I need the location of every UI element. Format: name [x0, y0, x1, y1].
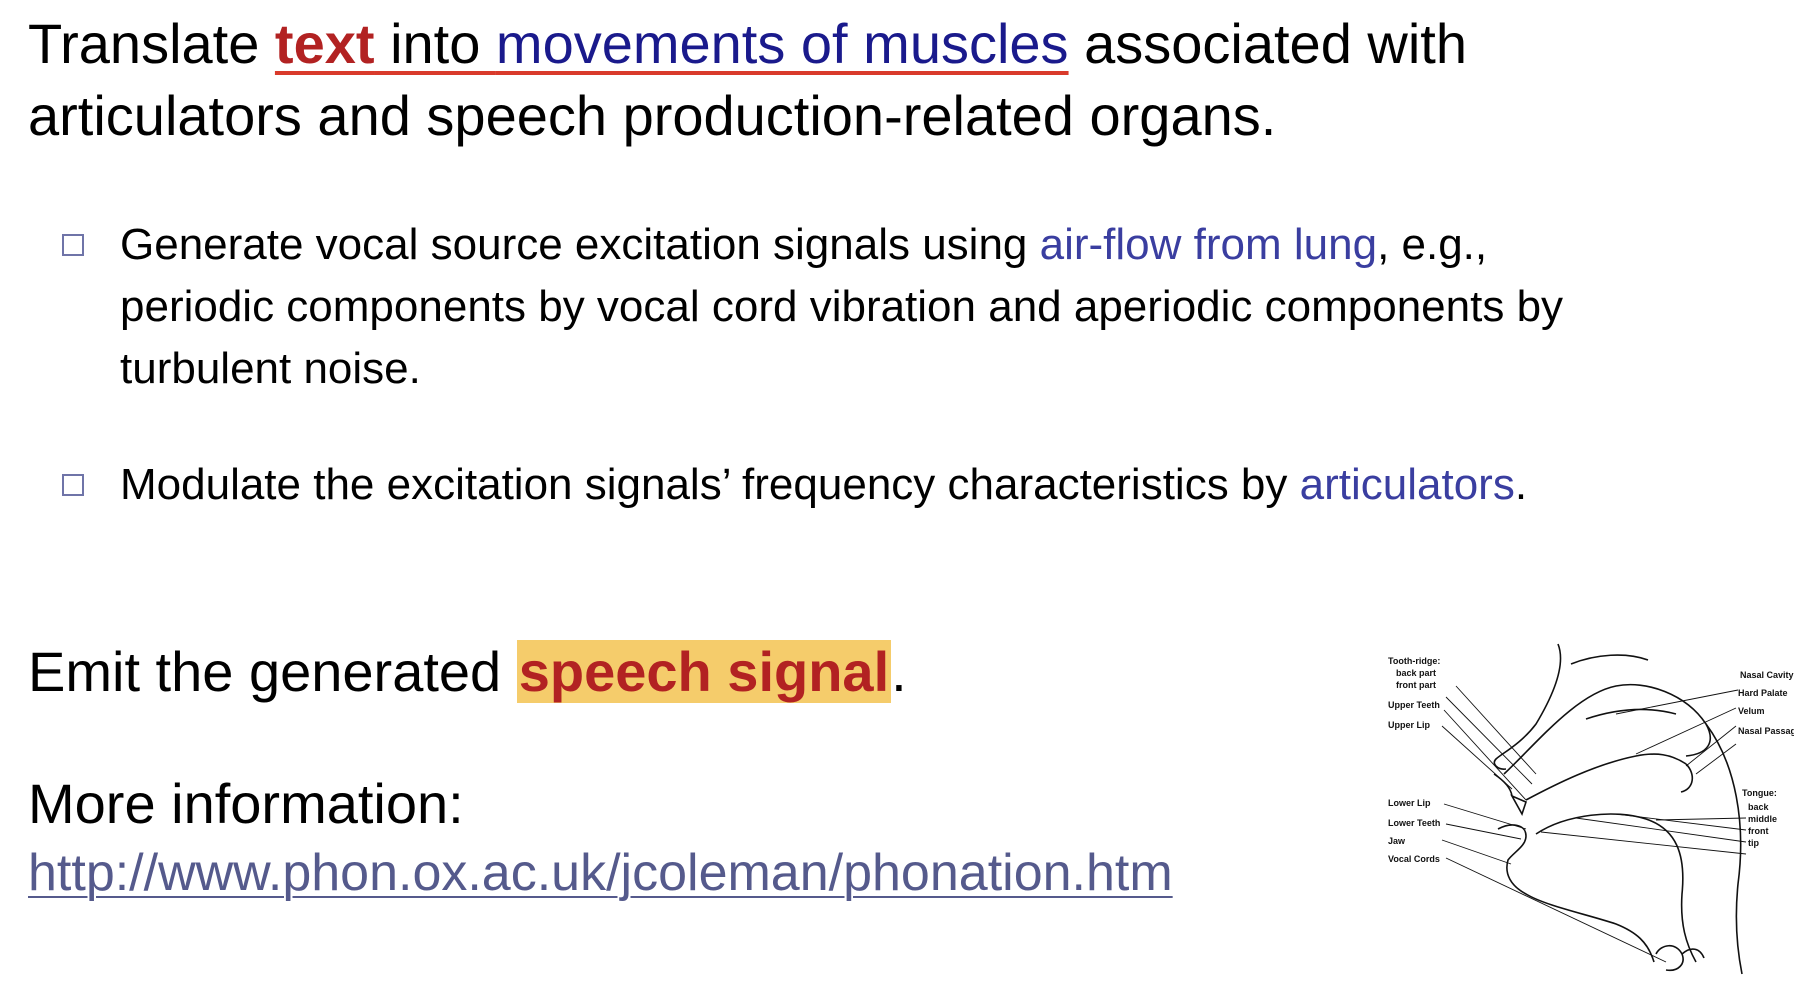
- bullet-1-lead: Generate vocal source excitation signals…: [120, 220, 1040, 269]
- vocal-tract-diagram: Tooth-ridge: back part front part Upper …: [1386, 624, 1794, 986]
- diagram-label-vocal-cords: Vocal Cords: [1388, 854, 1440, 864]
- highlighted-speech-signal: speech signal: [516, 640, 892, 703]
- diagram-label-tongue-middle: middle: [1748, 814, 1777, 824]
- more-info-label: More information:: [28, 772, 464, 835]
- diagram-label-tongue: Tongue:: [1742, 788, 1777, 798]
- emit-line: Emit the generated speech signal.: [28, 636, 907, 708]
- bullet-1-accent: air-flow from lung: [1039, 220, 1378, 269]
- intro-part3: associated with articulators and speech …: [28, 12, 1467, 147]
- diagram-label-upper-lip: Upper Lip: [1388, 720, 1431, 730]
- diagram-label-jaw: Jaw: [1388, 836, 1406, 846]
- diagram-label-hard-palate: Hard Palate: [1738, 688, 1788, 698]
- keyword-text: text: [274, 12, 375, 75]
- more-info-link[interactable]: http://www.phon.ox.ac.uk/jcoleman/phonat…: [28, 844, 1173, 902]
- diagram-label-lower-lip: Lower Lip: [1388, 798, 1431, 808]
- square-bullet-icon: [62, 474, 84, 496]
- keyword-movements: movements of muscles: [495, 12, 1069, 75]
- bullet-item-2: Modulate the excitation signals’ frequen…: [62, 454, 1600, 516]
- diagram-label-tongue-front: front: [1748, 826, 1769, 836]
- intro-part2: into: [374, 12, 496, 75]
- diagram-label-nasal-cavity: Nasal Cavity: [1740, 670, 1794, 680]
- emit-tail: .: [891, 640, 907, 703]
- bullet-2-accent: articulators: [1299, 460, 1515, 509]
- diagram-label-front-part: front part: [1396, 680, 1436, 690]
- underlined-phrase: text into movements of muscles: [275, 12, 1069, 75]
- diagram-label-tooth-ridge: Tooth-ridge:: [1388, 656, 1440, 666]
- diagram-label-back-part: back part: [1396, 668, 1436, 678]
- diagram-label-tongue-back: back: [1748, 802, 1770, 812]
- diagram-label-velum: Velum: [1738, 706, 1765, 716]
- bullet-2-tail: .: [1514, 460, 1528, 509]
- intro-part1: Translate: [28, 12, 275, 75]
- diagram-label-nasal-passage: Nasal Passage: [1738, 726, 1794, 736]
- bullet-1-tail: , e.g., periodic components by vocal cor…: [120, 220, 1564, 393]
- vocal-tract-illustration: Tooth-ridge: back part front part Upper …: [1388, 643, 1794, 975]
- square-bullet-icon: [62, 234, 84, 256]
- diagram-label-tongue-tip: tip: [1748, 838, 1759, 848]
- diagram-label-lower-teeth: Lower Teeth: [1388, 818, 1440, 828]
- intro-paragraph: Translate text into movements of muscles…: [28, 8, 1748, 152]
- emit-lead: Emit the generated: [28, 640, 517, 703]
- bullet-item-1: Generate vocal source excitation signals…: [62, 214, 1600, 400]
- bullet-2-lead: Modulate the excitation signals’ frequen…: [120, 460, 1300, 509]
- diagram-label-upper-teeth: Upper Teeth: [1388, 700, 1440, 710]
